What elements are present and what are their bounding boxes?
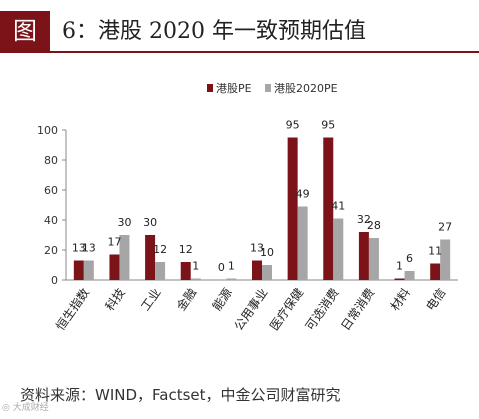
bar — [252, 260, 262, 280]
legend-label: 港股PE — [216, 82, 252, 95]
x-tick-label: 医疗保健 — [267, 286, 306, 333]
data-label: 1 — [228, 260, 235, 273]
x-tick-label: 公用事业 — [231, 286, 270, 333]
title-rule — [0, 51, 479, 53]
bar — [226, 278, 237, 280]
bar — [145, 235, 156, 280]
data-label: 0 — [218, 261, 225, 274]
bar — [368, 238, 379, 280]
bar — [180, 262, 191, 280]
bar — [430, 263, 441, 280]
y-tick-label: 0 — [51, 274, 58, 287]
data-label: 95 — [321, 119, 335, 132]
bar — [440, 239, 451, 280]
data-label: 6 — [406, 252, 413, 265]
figure-number-badge: 图 — [0, 11, 50, 51]
x-tick-label: 能源 — [210, 286, 235, 314]
bar-series — [73, 137, 451, 280]
bar — [109, 254, 120, 280]
y-tick-label: 100 — [37, 124, 58, 137]
legend-swatch — [207, 84, 213, 92]
bar — [262, 265, 272, 280]
x-tick-label: 材料 — [388, 286, 413, 314]
bar — [404, 271, 415, 280]
bar — [297, 206, 308, 280]
data-label: 12 — [153, 243, 167, 256]
source-note: 资料来源：WIND，Factset，中金公司财富研究 — [20, 386, 341, 404]
data-label: 13 — [250, 242, 264, 255]
legend-swatch — [265, 84, 271, 92]
x-tick-label: 日常消费 — [338, 286, 377, 333]
figure-title: 6：港股 2020 年一致预期估值 — [62, 19, 366, 44]
bar — [73, 260, 84, 280]
data-label: 17 — [107, 236, 121, 249]
data-label: 27 — [438, 221, 452, 234]
data-label: 12 — [179, 243, 193, 256]
bar — [155, 262, 166, 280]
y-tick-label: 20 — [44, 244, 58, 257]
data-label: 30 — [143, 216, 157, 229]
x-tick-label: 可选消费 — [303, 286, 342, 333]
bar — [287, 137, 298, 280]
data-label: 13 — [82, 242, 96, 255]
x-tick-label: 工业 — [138, 286, 163, 314]
data-label: 13 — [72, 242, 86, 255]
data-label: 11 — [428, 245, 442, 258]
data-label: 1 — [396, 260, 403, 273]
bar — [119, 235, 130, 280]
y-tick-label: 60 — [44, 184, 58, 197]
watermark: ◎ 大成财经 — [2, 403, 49, 413]
legend-label: 港股2020PE — [274, 82, 338, 95]
x-tick-label: 恒生指数 — [52, 285, 92, 333]
bar — [323, 137, 334, 280]
data-label: 10 — [260, 246, 274, 259]
x-tick-label: 金融 — [173, 285, 199, 313]
bar — [190, 278, 201, 280]
bar — [83, 260, 94, 280]
data-label: 49 — [296, 188, 310, 201]
data-label: 32 — [357, 213, 371, 226]
data-label: 1 — [192, 260, 199, 273]
x-tick-label: 科技 — [103, 286, 128, 314]
chart-legend: 港股PE 港股2020PE — [207, 82, 338, 95]
bar — [394, 278, 405, 280]
data-label: 41 — [331, 200, 345, 213]
y-tick-label: 80 — [44, 154, 58, 167]
y-tick-label: 40 — [44, 214, 58, 227]
data-label: 28 — [367, 219, 381, 232]
bar — [333, 218, 344, 280]
data-label: 30 — [117, 216, 131, 229]
y-axis: 0 20 40 60 80 100 — [37, 124, 67, 287]
bar — [358, 232, 369, 280]
x-tick-label: 电信 — [423, 286, 448, 314]
data-label: 95 — [286, 119, 300, 132]
